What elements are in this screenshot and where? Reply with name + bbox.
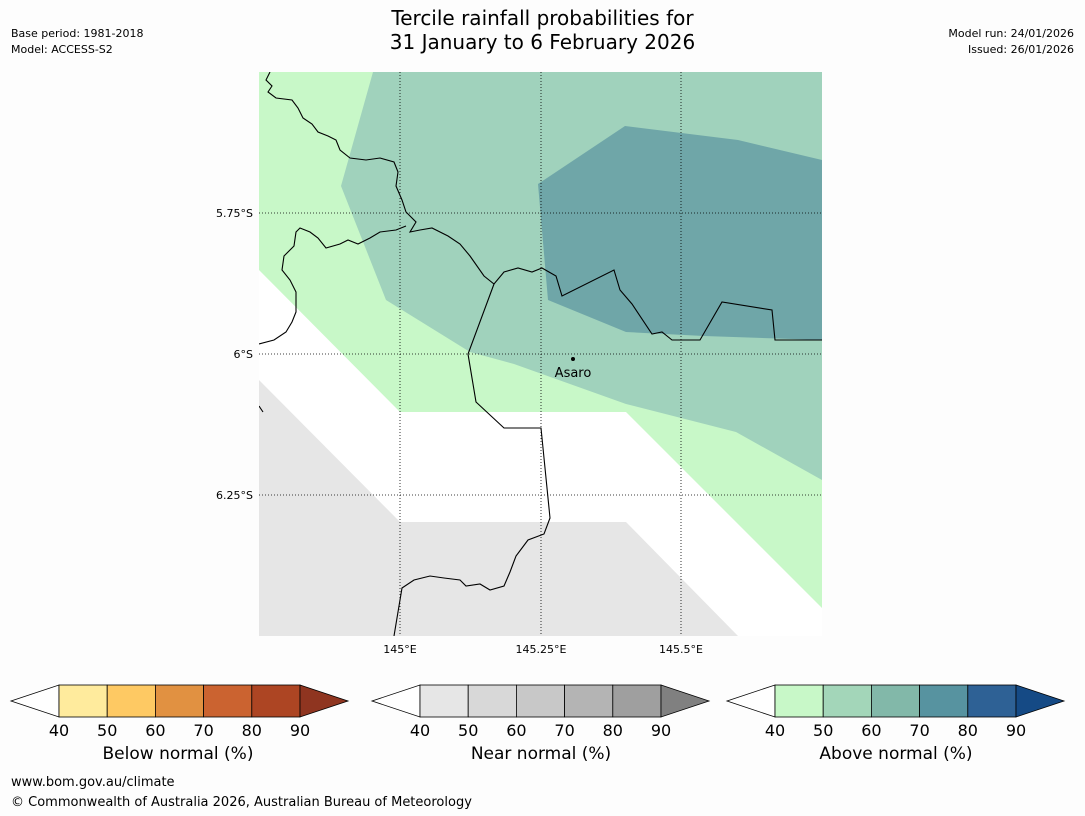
- colorbar-tick-label: 60: [506, 721, 526, 740]
- colorbar-tick-label: 50: [813, 721, 833, 740]
- model-name: Model: ACCESS-S2: [11, 43, 113, 56]
- colorbar-tick-label: 60: [145, 721, 165, 740]
- place-label-asaro: Asaro: [555, 366, 592, 381]
- colorbar-tick-label: 70: [193, 721, 213, 740]
- colorbar-segment: [106, 684, 156, 718]
- lon-label: 145.25°E: [516, 643, 567, 656]
- map-title: Tercile rainfall probabilities for 31 Ja…: [0, 6, 1085, 54]
- colorbar-segment: [612, 684, 662, 718]
- title-line-2: 31 January to 6 February 2026: [389, 30, 696, 54]
- asaro-marker: [571, 357, 575, 361]
- colorbar-segment: [871, 684, 921, 718]
- issued-date: Issued: 26/01/2026: [967, 43, 1074, 56]
- colorbar-segment: [516, 684, 566, 718]
- above-normal-label: Above normal (%): [819, 744, 973, 764]
- meta-left: Base period: 1981-2018 Model: ACCESS-S2: [11, 26, 143, 58]
- lat-label: 6.25°S: [216, 489, 253, 502]
- colorbar-tick-label: 70: [554, 721, 574, 740]
- lon-label: 145.5°E: [659, 643, 703, 656]
- colorbar-segment: [467, 684, 517, 718]
- graticule: [259, 72, 822, 636]
- colorbar-tick-label: 80: [958, 721, 978, 740]
- colorbar-segment: [154, 684, 204, 718]
- base-period: Base period: 1981-2018: [11, 27, 144, 40]
- colorbar-tick-label: 70: [909, 721, 929, 740]
- meta-right: Model run: 24/01/2026 Issued: 26/01/2026: [948, 26, 1074, 58]
- boundary-lines: [259, 72, 822, 636]
- colorbar-extend-high: [1015, 684, 1066, 718]
- colorbar-segment: [564, 684, 614, 718]
- map-figure: 5.75°S 6°S 6.25°S 145°E 145.25°E 145.5°E…: [216, 72, 822, 656]
- colorbar-tick-label: 80: [242, 721, 262, 740]
- near-normal-colorbar: 40 50 60 70 80 90: [370, 684, 711, 740]
- colorbar-segment: [58, 684, 108, 718]
- near-normal-label: Near normal (%): [470, 744, 612, 764]
- footer-copyright: © Commonwealth of Australia 2026, Austra…: [11, 795, 472, 810]
- map-area: [259, 72, 822, 636]
- colorbar-tick-label: 40: [410, 721, 430, 740]
- colorbar-tick-label: 50: [97, 721, 117, 740]
- colorbar-segment: [822, 684, 872, 718]
- colorbar-extend-low: [725, 684, 776, 718]
- title-line-1: Tercile rainfall probabilities for: [391, 6, 694, 30]
- colorbar-extend-high: [299, 684, 350, 718]
- colorbar-segment: [419, 684, 469, 718]
- lon-label: 145°E: [383, 643, 416, 656]
- colorbar-tick-label: 40: [49, 721, 69, 740]
- below-normal-colorbar: 40 50 60 70 80 90: [9, 684, 350, 740]
- model-run: Model run: 24/01/2026: [948, 27, 1074, 40]
- colorbar-tick-label: 80: [603, 721, 623, 740]
- colorbar-segment: [251, 684, 301, 718]
- colorbar-tick-label: 90: [651, 721, 671, 740]
- colorbar-tick-label: 90: [290, 721, 310, 740]
- colorbar-tick-label: 60: [861, 721, 881, 740]
- colorbar-segment: [967, 684, 1017, 718]
- colorbar-segment: [774, 684, 824, 718]
- below-normal-label: Below normal (%): [102, 744, 254, 764]
- colorbar-segment: [919, 684, 969, 718]
- colorbar-legends: 40 50 60 70 80 90 40 50 60 70 80 90 40 50 60 70 80 90: [9, 684, 1066, 740]
- above-normal-colorbar: 40 50 60 70 80 90: [725, 684, 1066, 740]
- lat-label: 5.75°S: [216, 207, 253, 220]
- colorbar-extend-low: [370, 684, 421, 718]
- colorbar-segment: [203, 684, 253, 718]
- colorbar-tick-label: 40: [765, 721, 785, 740]
- colorbar-tick-label: 50: [458, 721, 478, 740]
- colorbar-extend-high: [660, 684, 711, 718]
- lat-label: 6°S: [234, 348, 253, 361]
- near-normal-region: [259, 380, 738, 636]
- colorbar-tick-label: 90: [1006, 721, 1026, 740]
- above-normal-60-region: [538, 126, 822, 340]
- footer-url[interactable]: www.bom.gov.au/climate: [11, 775, 175, 790]
- colorbar-extend-low: [9, 684, 60, 718]
